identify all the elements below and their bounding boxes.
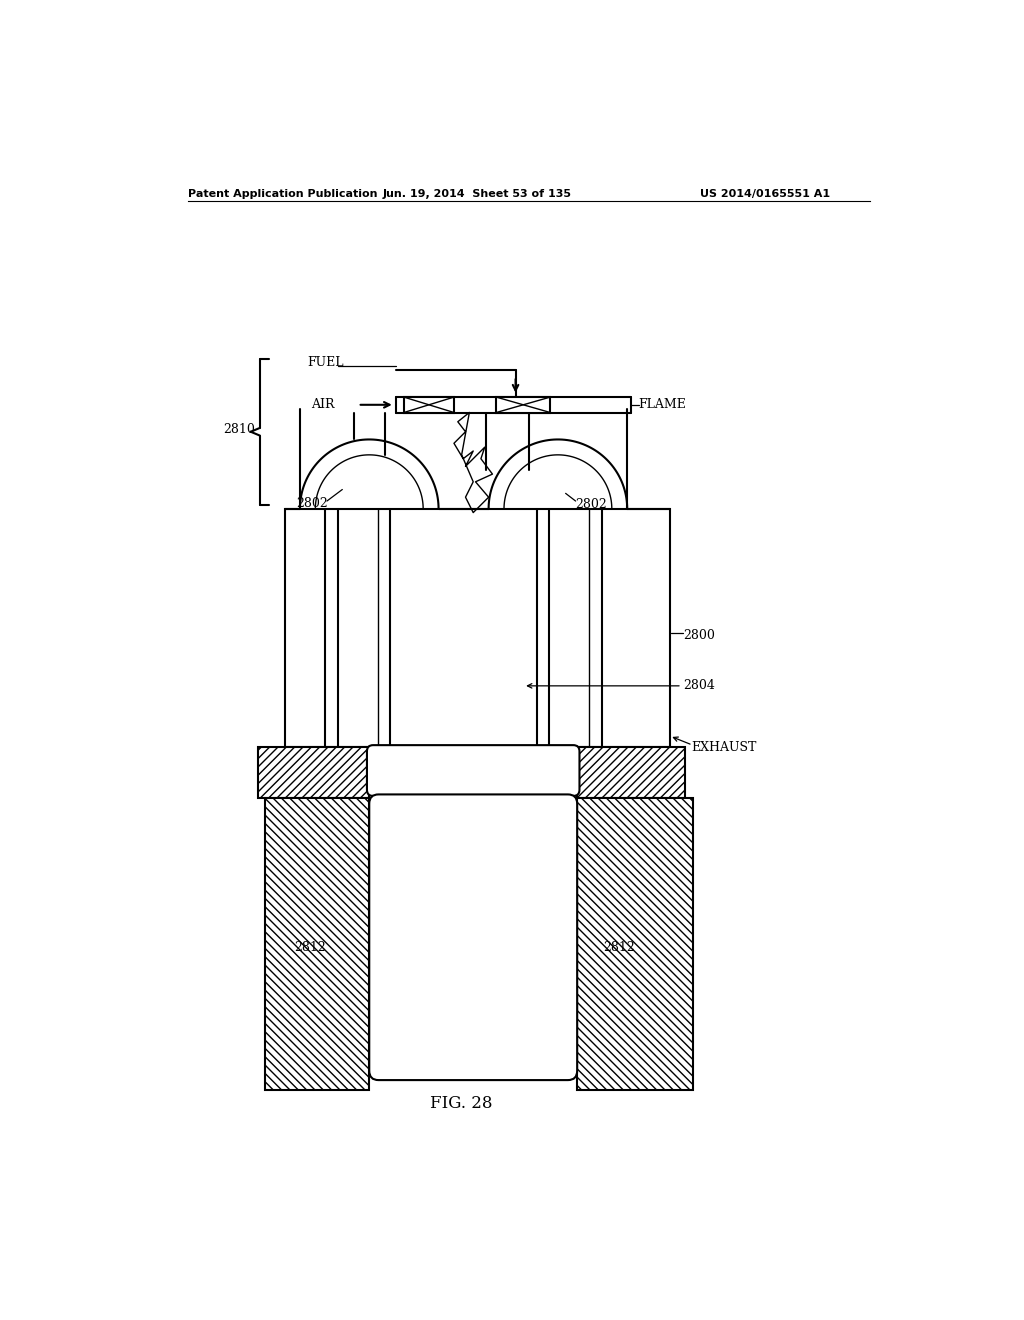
Text: AIR: AIR [311,399,335,412]
Text: 2812: 2812 [294,941,326,954]
Text: 2808: 2808 [458,941,489,954]
Bar [258,747,370,797]
Bar [265,797,370,1090]
Bar [370,747,578,797]
Text: FLAME: FLAME [639,399,687,412]
Text: Jun. 19, 2014  Sheet 53 of 135: Jun. 19, 2014 Sheet 53 of 135 [383,189,571,199]
FancyBboxPatch shape [367,744,580,796]
Text: FIG. 28: FIG. 28 [430,1094,493,1111]
Bar [403,397,454,412]
Text: 2804: 2804 [683,680,716,693]
Text: 2800: 2800 [683,630,716,643]
Text: 2802: 2802 [575,499,607,511]
Bar [285,508,670,747]
Text: Patent Application Publication: Patent Application Publication [188,189,378,199]
Text: FUEL: FUEL [307,356,344,370]
Text: 2812: 2812 [603,941,635,954]
Bar [497,397,550,412]
Text: 2810: 2810 [223,422,255,436]
FancyBboxPatch shape [370,795,578,1080]
Text: 2802: 2802 [296,496,328,510]
Bar [578,797,692,1090]
Bar [578,747,685,797]
Text: EXHAUST: EXHAUST [691,741,757,754]
Text: US 2014/0165551 A1: US 2014/0165551 A1 [700,189,830,199]
Text: 2806: 2806 [458,767,489,779]
